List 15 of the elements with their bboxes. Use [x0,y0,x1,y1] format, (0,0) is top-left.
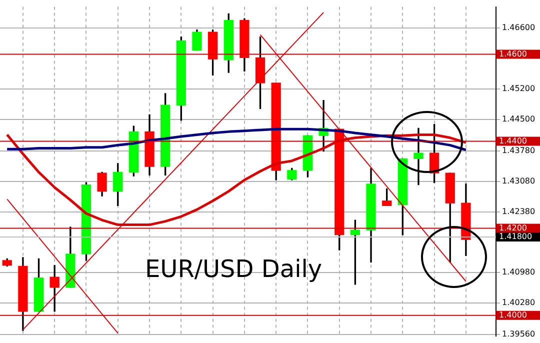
text: EUR/USD Daily [145,255,322,283]
ref-line-label: 1.4600 [499,49,527,58]
y-tick-label: 1.46600 [502,23,536,32]
ref-line-label: 1.41800 [499,232,532,242]
y-tick-label: 1.40980 [502,268,536,277]
y-tick-label: 1.39560 [502,330,536,339]
y-tick-label: 1.43080 [502,176,536,186]
ref-line-label: 1.4400 [499,136,527,146]
ref-line-label: 1.4000 [499,310,527,320]
y-tick-label: 1.42380 [502,206,536,216]
y-tick-label: 1.43780 [502,146,536,155]
y-tick-label: 1.44500 [502,114,536,124]
ref-line-label: 1.4200 [499,223,527,232]
y-tick-label: 1.40280 [502,298,536,308]
y-tick-label: 1.45200 [502,84,536,94]
